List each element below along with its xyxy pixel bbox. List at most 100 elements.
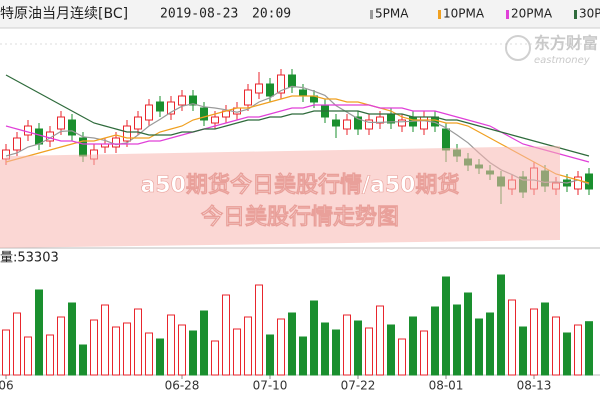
volume-bar <box>497 274 505 376</box>
legend-swatch <box>506 10 509 19</box>
volume-bar <box>442 276 450 376</box>
candle-body <box>24 125 32 136</box>
x-tick-label: 08-01 <box>429 379 464 393</box>
volume-bar <box>2 329 10 376</box>
candle-body <box>442 128 450 151</box>
candle-body <box>288 74 296 88</box>
x-tick-label: 07-22 <box>341 379 376 393</box>
banner-line: 今日美股行情走势图 <box>201 204 399 230</box>
volume-bar <box>211 340 219 376</box>
volume-bar <box>574 324 582 376</box>
x-tick-label: 06 <box>0 379 14 393</box>
candle-body <box>354 116 362 130</box>
volume-bar <box>398 338 406 376</box>
candle-body <box>244 89 252 106</box>
volume-bar <box>156 338 164 376</box>
volume-bar <box>13 312 21 376</box>
candle-body <box>277 74 285 94</box>
x-tick-label: 06-28 <box>165 379 200 393</box>
ma-line <box>5 95 590 184</box>
ma-line <box>5 74 590 157</box>
volume-bar <box>475 318 483 376</box>
header-bar <box>0 0 600 28</box>
legend-label: 30PMA <box>579 7 600 21</box>
candle-body <box>299 89 307 97</box>
candle-body <box>398 119 406 127</box>
volume-bar <box>552 316 560 376</box>
chart-title: 特原油当月连续[BC] <box>0 5 128 22</box>
volume-bar <box>123 322 131 376</box>
chart-date: 2019-08-23 <box>160 7 238 22</box>
volume-bar <box>332 329 340 376</box>
watermark-icon <box>505 35 531 61</box>
candle-body <box>68 119 76 136</box>
chart-time: 20:09 <box>252 7 291 22</box>
legend-label: 20PMA <box>511 7 553 21</box>
legend-label: 10PMA <box>443 7 485 21</box>
volume-label: 量:53303 <box>0 251 59 266</box>
volume-bar <box>376 305 384 376</box>
candle-body <box>189 95 197 106</box>
volume-bar <box>244 316 252 376</box>
watermark-text: 东方财富 <box>534 34 598 53</box>
legend-label: 5PMA <box>375 7 409 21</box>
candle-body <box>112 137 120 148</box>
candle-body <box>178 95 186 106</box>
volume-bar <box>453 304 461 376</box>
candle-body <box>255 83 263 94</box>
volume-bar <box>222 294 230 376</box>
volume-bar <box>354 320 362 376</box>
candle-body <box>57 116 65 130</box>
volume-bar <box>178 324 186 376</box>
candle-body <box>156 101 164 112</box>
candle-body <box>13 137 21 151</box>
volume-bar <box>167 314 175 376</box>
volume-bar <box>35 289 43 376</box>
candle-body <box>200 107 208 121</box>
volume-bar <box>387 324 395 376</box>
volume-bar <box>101 304 109 376</box>
volume-bar <box>409 316 417 376</box>
volume-bar <box>57 316 65 376</box>
volume-bar <box>200 310 208 376</box>
volume-bar <box>343 314 351 376</box>
volume-bar <box>233 328 241 376</box>
candle-body <box>585 173 593 190</box>
volume-bar <box>321 322 329 376</box>
volume-bar <box>530 308 538 376</box>
x-tick-label: 07-10 <box>253 379 288 393</box>
candle-body <box>266 83 274 97</box>
banner-line: a50期货今日美股行情/a50期货 <box>141 172 460 198</box>
legend-swatch <box>370 10 373 19</box>
candle-body <box>167 101 175 115</box>
volume-bar <box>277 318 285 376</box>
volume-bar <box>585 321 593 376</box>
volume-bar <box>486 312 494 376</box>
volume-bar <box>288 312 296 376</box>
volume-bar <box>310 300 318 376</box>
volume-bar <box>145 332 153 376</box>
volume-bar <box>431 306 439 376</box>
volume-bar <box>90 319 98 376</box>
volume-bar <box>464 292 472 376</box>
ma-line <box>5 104 590 163</box>
candle-body <box>134 116 142 130</box>
candle-body <box>343 119 351 130</box>
volume-bar <box>365 327 373 376</box>
watermark: 东方财富 eastmoney <box>505 34 598 66</box>
volume-bar <box>79 344 87 376</box>
watermark-sub: eastmoney <box>534 55 591 66</box>
x-tick-label: 08-13 <box>517 379 552 393</box>
volume-bar <box>255 284 263 376</box>
volume-bar <box>299 336 307 376</box>
candle-body <box>574 176 582 190</box>
candle-body <box>35 128 43 145</box>
volume-bar <box>563 332 571 376</box>
candle-body <box>365 119 373 130</box>
legend-swatch <box>438 10 441 19</box>
plot: 06 06-28 07-10 07-22 08-01 08-13 <box>0 69 593 393</box>
volume-bar <box>541 302 549 376</box>
candle-body <box>420 116 428 130</box>
volume-bar <box>266 334 274 376</box>
